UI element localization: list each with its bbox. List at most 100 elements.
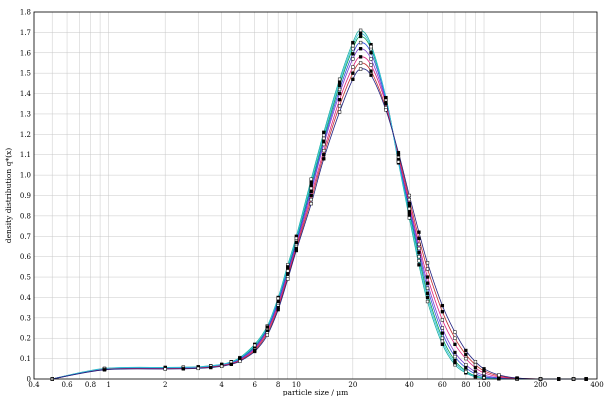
series-lines (52, 29, 587, 380)
data-point (265, 333, 269, 337)
x-tick-label: 200 (534, 381, 547, 389)
data-point (322, 157, 326, 161)
x-tick-label: 40 (405, 381, 414, 389)
data-point (396, 151, 401, 155)
x-tick-label: 10 (292, 381, 301, 389)
data-point (253, 343, 257, 348)
data-point (369, 73, 373, 77)
x-tick-label: 80 (461, 381, 470, 389)
x-tick-label: 0.4 (28, 381, 40, 389)
data-point (417, 230, 421, 234)
x-tick-label: 400 (590, 381, 603, 389)
data-point (473, 372, 478, 376)
x-tick-label: 0.6 (61, 381, 73, 389)
series-line (52, 48, 587, 380)
data-point (322, 139, 326, 144)
data-point (453, 350, 457, 355)
data-point (407, 213, 411, 217)
data-point (473, 366, 478, 370)
y-tick-label: 1.1 (20, 151, 31, 159)
data-point (286, 265, 290, 269)
x-axis-label: particle size / µm (283, 388, 349, 396)
data-point (425, 299, 430, 304)
series-line (52, 56, 587, 380)
data-point (482, 367, 486, 371)
data-point (337, 91, 342, 96)
data-point (369, 45, 373, 49)
data-point (322, 153, 326, 157)
data-point (384, 102, 388, 106)
data-point (358, 55, 363, 59)
series-line (52, 33, 587, 380)
y-tick-label: 0.6 (20, 253, 32, 261)
data-point (276, 296, 280, 301)
data-point (276, 308, 280, 312)
data-point (238, 356, 242, 360)
data-point (238, 359, 242, 363)
x-tick-label: 4 (219, 381, 224, 389)
y-tick-label: 1.7 (20, 29, 31, 37)
data-point (337, 87, 342, 92)
y-tick-label: 1.6 (20, 49, 32, 57)
data-point (417, 263, 421, 267)
data-point (309, 189, 313, 194)
x-tick-label: 0.8 (85, 381, 96, 389)
data-point (453, 336, 457, 340)
data-point (369, 51, 373, 55)
data-point (322, 142, 326, 147)
x-tick-label: 6 (252, 381, 257, 389)
data-point (294, 248, 298, 253)
x-tick-label: 20 (348, 381, 357, 389)
data-point (337, 98, 342, 102)
y-axis-label: density distribution q*(x) (4, 148, 13, 243)
data-point (464, 356, 468, 361)
y-tick-labels: 0 0.1 0.2 0.3 0.4 0.5 0.6 0.7 0.8 0.9 1.0 1.1 1.2 1.3… (20, 9, 32, 384)
data-point (407, 207, 411, 211)
y-tick-label: 0.4 (20, 294, 32, 302)
data-point (337, 80, 342, 84)
data-point (358, 61, 363, 65)
data-point (417, 236, 421, 240)
data-point (453, 342, 457, 346)
data-point (440, 326, 445, 330)
data-point (309, 193, 313, 198)
data-point (322, 136, 326, 141)
x-tick-label: 1 (106, 381, 110, 389)
data-point (220, 364, 224, 369)
data-point (425, 291, 430, 296)
data-point (440, 303, 445, 308)
data-point (407, 210, 411, 214)
data-point (407, 193, 411, 198)
y-tick-label: 0.1 (20, 355, 31, 363)
data-point (351, 57, 355, 61)
data-point (294, 236, 298, 240)
y-tick-label: 1.0 (20, 172, 31, 180)
data-point (407, 202, 411, 206)
data-point (309, 180, 313, 184)
data-point (351, 47, 355, 51)
data-point (351, 71, 355, 75)
data-point (309, 177, 313, 181)
data-point (425, 281, 430, 285)
data-point (473, 363, 478, 367)
data-point (473, 374, 478, 379)
grid (33, 11, 598, 380)
y-tick-label: 1.4 (20, 90, 32, 98)
data-point (384, 108, 388, 112)
data-point (425, 261, 430, 265)
data-point (384, 95, 388, 100)
x-tick-label: 2 (163, 381, 167, 389)
data-point (163, 367, 167, 371)
y-tick-label: 0.5 (20, 274, 31, 282)
data-point (425, 267, 430, 271)
data-point (322, 130, 326, 134)
data-point (440, 339, 445, 343)
data-point (453, 330, 457, 334)
series-line (52, 42, 587, 380)
data-point (464, 352, 468, 357)
data-point (351, 43, 355, 48)
data-point (351, 52, 355, 56)
data-point (181, 367, 186, 371)
data-point (309, 186, 313, 191)
